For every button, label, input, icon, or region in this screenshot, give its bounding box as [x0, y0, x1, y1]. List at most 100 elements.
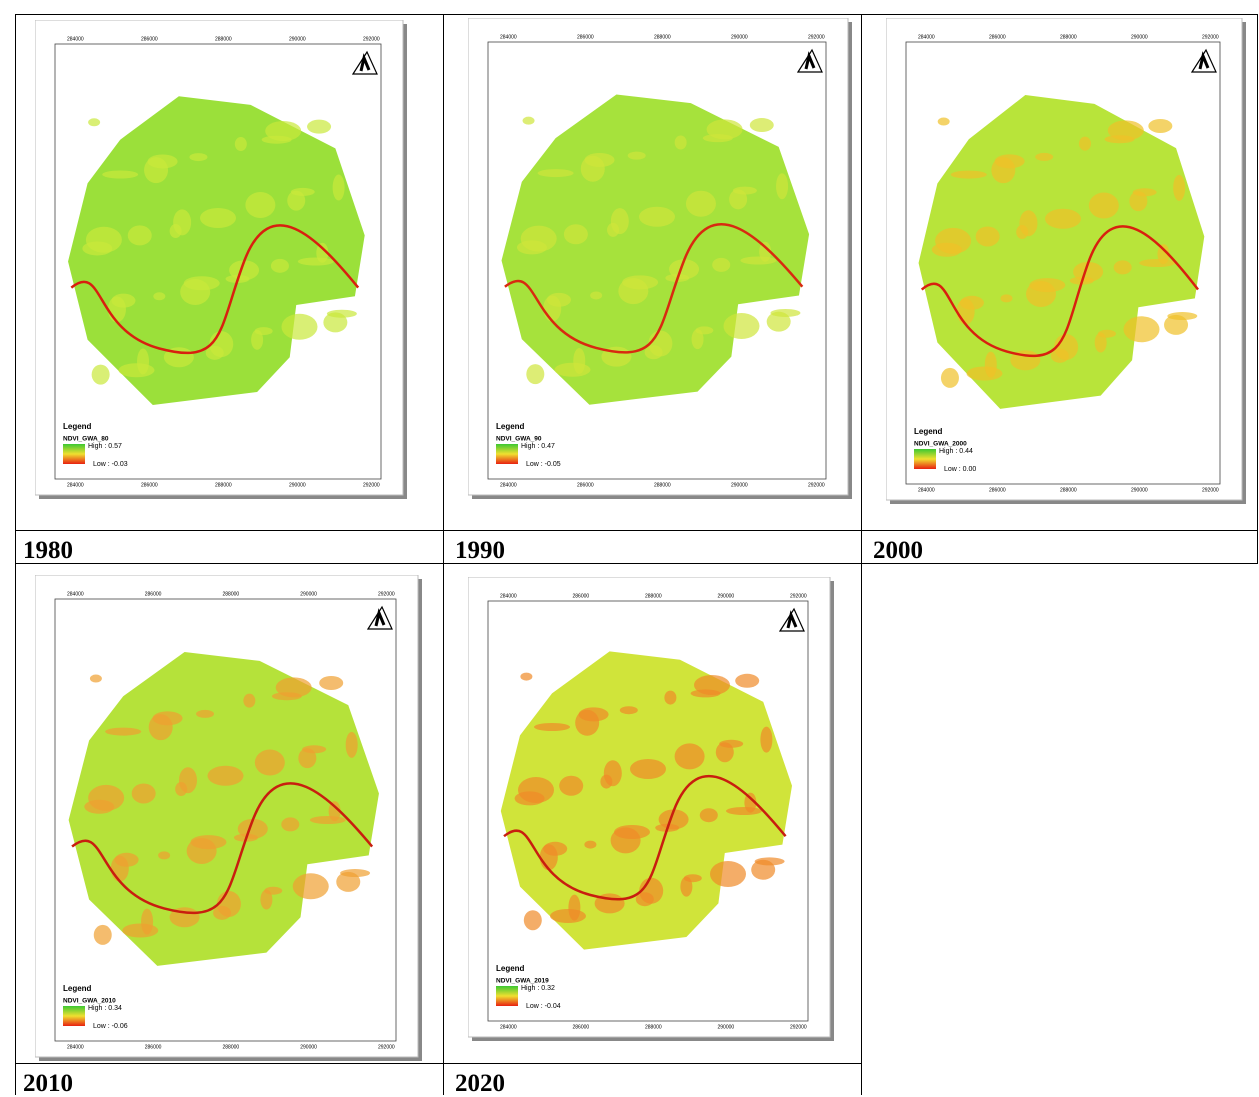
land-patch: [521, 226, 557, 252]
land-patch: [132, 783, 156, 803]
x-coordinate-label: 284000: [67, 482, 84, 488]
land-patch: [255, 750, 285, 776]
land-patch: [694, 675, 730, 695]
table-border: [15, 530, 1258, 531]
land-patch: [111, 294, 135, 308]
land-patch: [590, 291, 602, 299]
land-patch: [1035, 153, 1053, 161]
x-coordinate-label: 292000: [808, 34, 825, 40]
page: {"panels": [ {"year": "1980", "legend_ti…: [0, 0, 1259, 1095]
legend-low: Low : -0.05: [526, 461, 561, 468]
land-patch: [614, 825, 650, 839]
land-patch: [122, 924, 158, 938]
x-coordinate-label: 288000: [215, 482, 232, 488]
year-label: 2010: [23, 1071, 73, 1096]
legend-layer: NDVI_GWA_2010: [63, 998, 116, 1005]
land-patch: [1098, 330, 1116, 338]
x-coordinate-label: 286000: [573, 1024, 590, 1030]
year-label: 1990: [455, 538, 505, 563]
legend-high: High : 0.47: [521, 443, 555, 450]
land-patch: [208, 766, 244, 786]
land-patch: [1139, 259, 1175, 267]
land-patch: [94, 925, 112, 945]
land-patch: [523, 117, 535, 125]
legend-high: High : 0.57: [88, 443, 122, 450]
x-coordinate-label: 286000: [145, 591, 162, 597]
land-patch: [538, 169, 574, 177]
x-coordinate-label: 286000: [577, 34, 594, 40]
land-patch: [620, 706, 638, 714]
land-patch: [534, 723, 570, 731]
legend-ramp: [63, 444, 85, 464]
legend-low: Low : -0.06: [93, 1023, 128, 1030]
x-coordinate-label: 288000: [223, 1044, 240, 1050]
land-patch: [664, 691, 676, 705]
legend-ramp: [496, 444, 518, 464]
legend-title: Legend: [496, 964, 525, 973]
x-coordinate-label: 288000: [654, 482, 671, 488]
x-coordinate-label: 290000: [731, 34, 748, 40]
x-coordinate-label: 288000: [215, 36, 232, 42]
land-patch: [564, 224, 588, 244]
land-patch: [333, 175, 345, 201]
x-coordinate-label: 284000: [500, 1024, 517, 1030]
land-patch: [550, 909, 586, 923]
land-patch: [1000, 294, 1012, 302]
land-patch: [1029, 278, 1065, 292]
land-patch: [951, 171, 987, 179]
land-patch: [1167, 312, 1197, 320]
x-coordinate-label: 288000: [1060, 34, 1077, 40]
land-patch: [115, 853, 139, 867]
land-patch: [293, 873, 329, 899]
land-patch: [243, 694, 255, 708]
x-coordinate-label: 286000: [141, 482, 158, 488]
x-coordinate-label: 286000: [141, 36, 158, 42]
land-patch: [282, 314, 318, 340]
legend-low: Low : -0.03: [93, 461, 128, 468]
land-patch: [712, 258, 730, 272]
land-patch: [579, 707, 609, 721]
land-patch: [128, 225, 152, 245]
land-patch: [770, 309, 800, 317]
land-patch: [88, 118, 100, 126]
land-patch: [1124, 316, 1160, 342]
legend-ramp: [63, 1006, 85, 1026]
legend-ramp: [496, 986, 518, 1006]
map-panel: 2840002840002860002860002880002880002900…: [35, 575, 424, 1063]
legend-low: Low : -0.04: [526, 1003, 561, 1010]
x-coordinate-label: 284000: [500, 34, 517, 40]
legend-low: Low : 0.00: [944, 466, 976, 473]
land-patch: [137, 349, 149, 375]
x-coordinate-label: 290000: [300, 1044, 317, 1050]
table-border: [15, 14, 16, 1095]
table-border: [15, 14, 1258, 15]
x-coordinate-label: 292000: [1202, 487, 1219, 493]
land-patch: [584, 841, 596, 849]
land-patch: [675, 743, 705, 769]
x-coordinate-label: 284000: [67, 1044, 84, 1050]
land-patch: [119, 363, 155, 377]
map-panel: 2840002840002860002860002880002880002900…: [468, 577, 836, 1043]
x-coordinate-label: 286000: [145, 1044, 162, 1050]
land-patch: [776, 173, 788, 199]
land-patch: [291, 188, 315, 196]
land-patch: [105, 728, 141, 736]
legend-layer: NDVI_GWA_2000: [914, 441, 967, 448]
land-patch: [196, 710, 214, 718]
land-patch: [302, 745, 326, 753]
land-patch: [346, 732, 358, 758]
legend-ramp: [914, 449, 936, 469]
year-label: 2020: [455, 1071, 505, 1096]
x-coordinate-label: 286000: [573, 593, 590, 599]
land-patch: [271, 259, 289, 273]
land-patch: [938, 118, 950, 126]
land-patch: [684, 874, 702, 882]
land-patch: [92, 365, 110, 385]
x-coordinate-label: 292000: [363, 36, 380, 42]
x-coordinate-label: 292000: [378, 591, 395, 597]
land-patch: [1133, 188, 1157, 196]
land-patch: [585, 153, 615, 167]
legend-high: High : 0.44: [939, 448, 973, 455]
x-coordinate-label: 290000: [300, 591, 317, 597]
land-patch: [340, 869, 370, 877]
